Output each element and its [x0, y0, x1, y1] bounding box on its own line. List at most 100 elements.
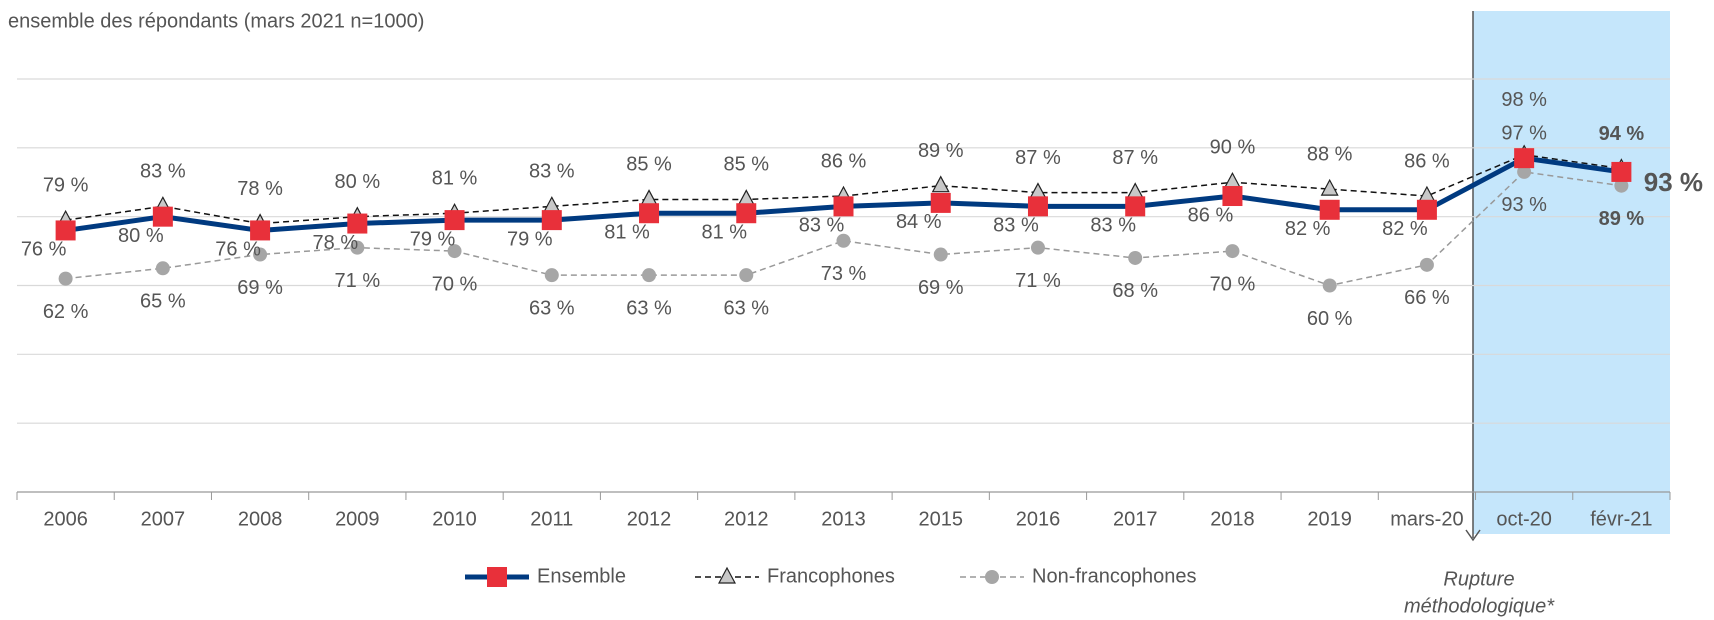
- data-label: 93 %: [1501, 194, 1547, 216]
- data-label: 82 %: [1285, 218, 1331, 240]
- x-tick-label: 2010: [432, 508, 477, 530]
- marker: [444, 210, 465, 231]
- marker: [718, 566, 736, 584]
- data-label: 94 %: [1599, 123, 1645, 145]
- data-label: 81 %: [432, 168, 478, 190]
- marker: [1223, 171, 1242, 189]
- data-label: 62 %: [43, 301, 89, 323]
- data-label: 83 %: [1090, 215, 1136, 237]
- x-tick-label: mars-20: [1390, 508, 1463, 530]
- x-tick-label: 2013: [821, 508, 866, 530]
- data-label: 93 %: [1644, 167, 1703, 197]
- data-label: 65 %: [140, 291, 186, 313]
- chart-subtitle: ensemble des répondants (mars 2021 n=100…: [8, 10, 424, 32]
- x-tick-label: 2012: [627, 508, 672, 530]
- data-label: 79 %: [410, 228, 456, 250]
- marker: [1126, 182, 1145, 200]
- data-label: 60 %: [1307, 308, 1353, 330]
- data-label: 98 %: [1501, 89, 1547, 111]
- marker: [1417, 185, 1436, 203]
- data-label: 71 %: [335, 270, 381, 292]
- marker: [487, 567, 507, 587]
- x-tick-label: oct-20: [1496, 508, 1552, 530]
- x-tick-label: févr-21: [1590, 508, 1652, 530]
- marker: [1320, 178, 1339, 196]
- data-label: 68 %: [1112, 280, 1158, 302]
- marker: [1027, 196, 1048, 217]
- data-label: 78 %: [237, 178, 283, 200]
- data-label: 79 %: [43, 174, 89, 196]
- x-tick-label: 2015: [918, 508, 963, 530]
- marker: [1419, 257, 1434, 272]
- marker: [1611, 161, 1632, 182]
- data-label: 63 %: [529, 297, 575, 319]
- highlight-region: [1473, 11, 1670, 534]
- annotation: Rupture: [1443, 568, 1514, 590]
- data-label: 83 %: [529, 161, 575, 183]
- marker: [447, 244, 462, 259]
- marker: [985, 570, 999, 584]
- x-tick-label: 2006: [43, 508, 88, 530]
- data-label: 63 %: [723, 297, 769, 319]
- marker: [739, 268, 754, 283]
- marker: [253, 247, 268, 262]
- data-label: 86 %: [1404, 150, 1450, 172]
- marker: [836, 233, 851, 248]
- data-label: 80 %: [335, 171, 381, 193]
- data-label: 87 %: [1112, 147, 1158, 169]
- data-label: 90 %: [1210, 137, 1256, 159]
- data-label: 76 %: [215, 239, 261, 261]
- data-label: 69 %: [237, 277, 283, 299]
- rupture-arrow: [1465, 529, 1481, 542]
- marker: [541, 210, 562, 231]
- data-label: 78 %: [313, 232, 359, 254]
- marker: [833, 196, 854, 217]
- marker: [58, 271, 73, 286]
- x-tick-label: 2012: [724, 508, 769, 530]
- marker: [1514, 148, 1535, 169]
- x-tick-label: 2016: [1016, 508, 1061, 530]
- data-label: 81 %: [701, 222, 747, 244]
- data-label: 79 %: [507, 228, 553, 250]
- marker: [1416, 199, 1437, 220]
- x-tick-label: 2019: [1307, 508, 1352, 530]
- marker: [1225, 244, 1240, 259]
- data-label: 63 %: [626, 297, 672, 319]
- data-label: 86 %: [821, 150, 867, 172]
- data-label: 66 %: [1404, 287, 1450, 309]
- x-tick-label: 2011: [530, 508, 573, 530]
- legend-label: Ensemble: [537, 565, 626, 587]
- data-label: 80 %: [118, 225, 164, 247]
- marker: [640, 189, 659, 207]
- x-tick-label: 2018: [1210, 508, 1255, 530]
- marker: [250, 220, 271, 241]
- data-label: 83 %: [993, 215, 1039, 237]
- marker: [933, 247, 948, 262]
- data-label: 87 %: [1015, 147, 1061, 169]
- marker: [1222, 186, 1243, 207]
- marker: [350, 240, 365, 255]
- marker: [1028, 182, 1047, 200]
- data-label: 89 %: [918, 140, 964, 162]
- data-label: 89 %: [1599, 208, 1645, 230]
- data-label: 76 %: [21, 239, 67, 261]
- data-label: 88 %: [1307, 143, 1353, 165]
- data-label: 83 %: [140, 161, 186, 183]
- annotation: méthodologique*: [1404, 595, 1555, 617]
- marker: [1030, 240, 1045, 255]
- marker: [544, 268, 559, 283]
- marker: [1319, 199, 1340, 220]
- marker: [737, 189, 756, 207]
- marker: [542, 196, 561, 213]
- data-label: 86 %: [1188, 204, 1234, 226]
- x-tick-label: 2007: [141, 508, 186, 530]
- marker: [1614, 178, 1629, 193]
- marker: [1125, 196, 1146, 217]
- data-label: 73 %: [821, 263, 867, 285]
- marker: [155, 261, 170, 276]
- data-label: 69 %: [918, 277, 964, 299]
- marker: [642, 268, 657, 283]
- series-line: [65, 171, 1622, 287]
- data-label: 84 %: [896, 211, 942, 233]
